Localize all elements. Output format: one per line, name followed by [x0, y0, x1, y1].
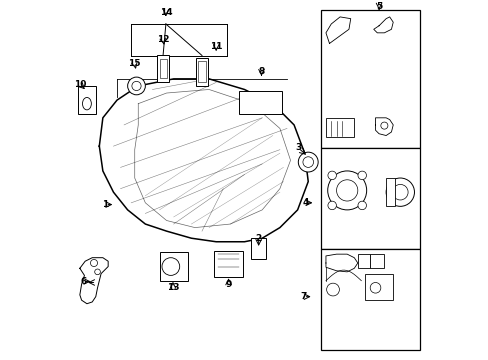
- Text: 2: 2: [255, 234, 261, 243]
- Bar: [156, 55, 169, 82]
- Bar: [159, 252, 187, 281]
- Circle shape: [298, 152, 318, 172]
- Text: 9: 9: [225, 280, 231, 289]
- Text: 8: 8: [258, 67, 264, 76]
- Bar: [214, 251, 242, 277]
- Text: 5: 5: [375, 2, 382, 11]
- Text: 4: 4: [302, 198, 308, 207]
- Bar: [386, 178, 394, 206]
- Bar: [250, 238, 266, 260]
- Circle shape: [90, 260, 97, 266]
- Circle shape: [357, 171, 366, 180]
- Bar: [320, 10, 419, 148]
- Text: 7: 7: [300, 292, 306, 301]
- Circle shape: [380, 122, 387, 129]
- Bar: [320, 249, 419, 350]
- Text: 1: 1: [102, 200, 108, 209]
- Text: 3: 3: [295, 143, 301, 152]
- Circle shape: [369, 283, 380, 293]
- Bar: [78, 86, 96, 114]
- Text: 6: 6: [80, 277, 86, 286]
- Circle shape: [357, 201, 366, 210]
- Circle shape: [327, 171, 366, 210]
- Circle shape: [162, 258, 179, 275]
- Circle shape: [327, 201, 336, 210]
- Text: 12: 12: [157, 35, 169, 44]
- Circle shape: [336, 180, 357, 201]
- Bar: [159, 59, 166, 78]
- Bar: [325, 118, 353, 137]
- Circle shape: [326, 283, 339, 296]
- Bar: [195, 58, 208, 86]
- Text: 11: 11: [209, 42, 222, 51]
- Circle shape: [302, 157, 313, 167]
- Circle shape: [95, 269, 100, 275]
- Bar: [320, 148, 419, 249]
- Circle shape: [386, 178, 414, 206]
- Ellipse shape: [82, 98, 91, 110]
- Text: 15: 15: [128, 59, 141, 68]
- Circle shape: [132, 81, 141, 91]
- Bar: [198, 61, 205, 82]
- Circle shape: [392, 184, 407, 200]
- Circle shape: [327, 171, 336, 180]
- Text: 10: 10: [74, 80, 86, 89]
- Bar: [369, 254, 384, 268]
- Bar: [239, 91, 281, 114]
- Text: 14: 14: [159, 8, 172, 17]
- Bar: [357, 254, 369, 268]
- Circle shape: [127, 77, 145, 95]
- Bar: [364, 274, 392, 300]
- Text: 13: 13: [166, 283, 179, 292]
